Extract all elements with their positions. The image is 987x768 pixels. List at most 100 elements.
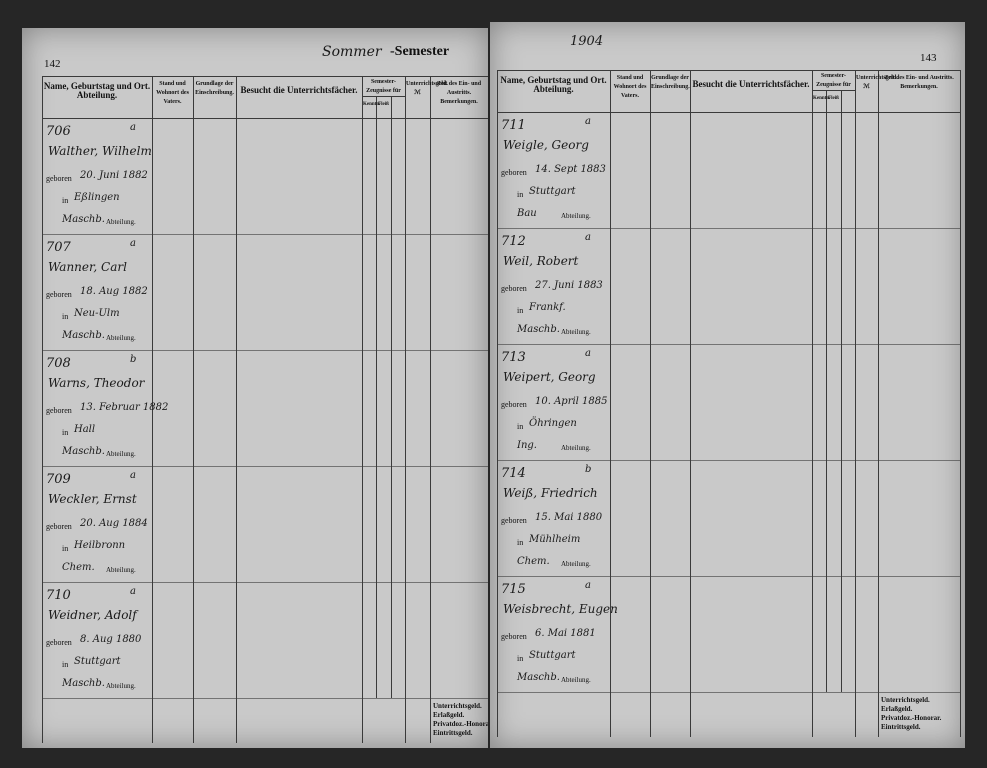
student-name: Weigle, Georg: [503, 138, 589, 152]
column-header: Semester-Zeugnisse für: [816, 73, 851, 88]
entry-class: a: [130, 586, 136, 597]
semester-heading: Sommer: [322, 44, 382, 60]
column-rule: [855, 70, 856, 737]
entry-number: 711: [501, 118, 526, 133]
birth-date: 20. Aug 1884: [80, 518, 148, 529]
column-header: Unterrichtsgeld. ℳ: [406, 81, 448, 96]
year: 1904: [570, 34, 604, 49]
division-label: Abteilung.: [561, 444, 591, 452]
born-label: geboren: [501, 168, 527, 177]
column-rule: [430, 76, 431, 743]
entry-number: 708: [46, 356, 71, 371]
entry-class: a: [585, 116, 591, 127]
entry-class: b: [585, 464, 592, 475]
division-label: Abteilung.: [106, 334, 136, 342]
row-rule: [497, 692, 960, 693]
entry-number: 712: [501, 234, 526, 249]
column-header: Kenntn.: [813, 96, 831, 101]
column-rule: [405, 76, 406, 743]
in-label: in: [517, 306, 524, 315]
division-label: Abteilung.: [106, 566, 136, 574]
row-rule: [497, 344, 960, 345]
rule: [42, 76, 488, 77]
column-rule: [812, 70, 813, 737]
student-name: Weipert, Georg: [503, 370, 596, 384]
column-rule: [960, 70, 961, 737]
division: Maschb.: [517, 324, 560, 335]
in-label: in: [62, 544, 69, 553]
in-label: in: [517, 190, 524, 199]
column-header: Kenntn.: [363, 102, 381, 107]
row-rule: [497, 576, 960, 577]
column-header: Zeit des Ein- und Austritts. Bemerkungen…: [884, 75, 954, 90]
student-name: Warns, Theodor: [48, 376, 145, 390]
rule: [362, 96, 405, 97]
division-label: Abteilung.: [106, 218, 136, 226]
column-header: Besucht die Unterrichtsfächer.: [692, 79, 810, 89]
entry-class: a: [130, 470, 136, 481]
birth-date: 6. Mai 1881: [535, 628, 596, 639]
division: Maschb.: [62, 214, 105, 225]
semester-label: -Semester: [390, 44, 450, 59]
entry-number: 706: [46, 124, 71, 139]
entry-number: 707: [46, 240, 71, 255]
footer-label: Eintrittsgeld.: [433, 729, 473, 737]
birth-date: 8. Aug 1880: [80, 634, 142, 645]
page-number: 142: [44, 58, 61, 70]
register-page: 142 Sommer -Semester Name, Geburtstag und O…: [22, 28, 488, 748]
division-label: Abteilung.: [561, 328, 591, 336]
birth-date: 13. Februar 1882: [80, 402, 169, 413]
student-name: Wanner, Carl: [48, 260, 127, 274]
rule: [497, 112, 960, 113]
footer-label: Unterrichtsgeld.: [433, 702, 482, 710]
column-header: Name, Geburtstag und Ort. Abteilung.: [500, 75, 607, 94]
born-label: geboren: [501, 632, 527, 641]
birth-date: 20. Juni 1882: [80, 170, 148, 181]
column-rule: [391, 96, 392, 698]
column-header: Semester-Zeugnisse für: [366, 79, 401, 94]
in-label: in: [62, 428, 69, 437]
division: Maschb.: [62, 678, 105, 689]
born-label: geboren: [46, 174, 72, 183]
entry-class: a: [130, 122, 136, 133]
born-label: geboren: [46, 406, 72, 415]
birth-place: Mühlheim: [529, 534, 581, 545]
born-label: geboren: [46, 522, 72, 531]
column-rule: [878, 70, 879, 737]
birth-place: Stuttgart: [529, 650, 576, 661]
column-rule: [650, 70, 651, 737]
column-header: Stand und Wohnort des Vaters.: [156, 81, 189, 105]
rule: [42, 118, 488, 119]
birth-place: Heilbronn: [74, 540, 126, 551]
entry-class: a: [585, 348, 591, 359]
entry-class: a: [585, 232, 591, 243]
entry-number: 714: [501, 466, 526, 481]
birth-place: Hall: [74, 424, 96, 435]
column-rule: [497, 70, 498, 737]
rule: [497, 70, 960, 71]
in-label: in: [517, 538, 524, 547]
row-rule: [42, 350, 488, 351]
birth-place: Öhringen: [529, 418, 577, 429]
in-label: in: [517, 654, 524, 663]
page-number: 143: [920, 52, 937, 64]
entry-number: 709: [46, 472, 71, 487]
footer-label: Unterrichtsgeld.: [881, 696, 930, 704]
division: Chem.: [62, 562, 95, 573]
column-rule: [376, 96, 377, 698]
birth-date: 15. Mai 1880: [535, 512, 603, 523]
column-header: Unterrichtsgeld. ℳ: [856, 75, 898, 90]
born-label: geboren: [46, 638, 72, 647]
column-rule: [841, 90, 842, 692]
column-rule: [236, 76, 237, 743]
footer-label: Erlaßgeld.: [433, 711, 465, 719]
birth-place: Frankf.: [529, 302, 566, 313]
row-rule: [497, 460, 960, 461]
division-label: Abteilung.: [561, 676, 591, 684]
birth-date: 27. Juni 1883: [535, 280, 603, 291]
student-name: Weil, Robert: [503, 254, 579, 268]
division: Maschb.: [62, 446, 105, 457]
column-header: Besucht die Unterrichtsfächer.: [240, 85, 358, 95]
rule: [812, 90, 855, 91]
column-header: Fleiß: [378, 102, 389, 107]
